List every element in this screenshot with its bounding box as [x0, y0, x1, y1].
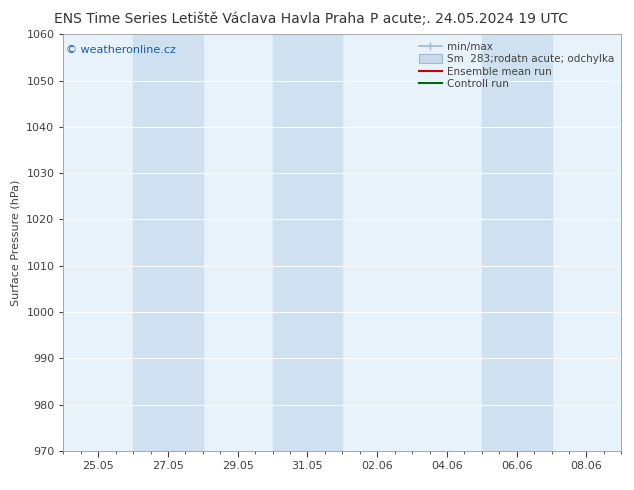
Bar [273, 34, 342, 451]
Bar [133, 34, 203, 451]
Bar [482, 34, 552, 451]
Y-axis label: Surface Pressure (hPa): Surface Pressure (hPa) [11, 179, 21, 306]
Text: © weatheronline.cz: © weatheronline.cz [66, 45, 176, 55]
Text: ENS Time Series Letiště Václava Havla Praha: ENS Time Series Letiště Václava Havla Pr… [54, 12, 365, 26]
Text: P acute;. 24.05.2024 19 UTC: P acute;. 24.05.2024 19 UTC [370, 12, 568, 26]
Legend: min/max, Sm  283;rodatn acute; odchylka, Ensemble mean run, Controll run: min/max, Sm 283;rodatn acute; odchylka, … [417, 40, 616, 92]
